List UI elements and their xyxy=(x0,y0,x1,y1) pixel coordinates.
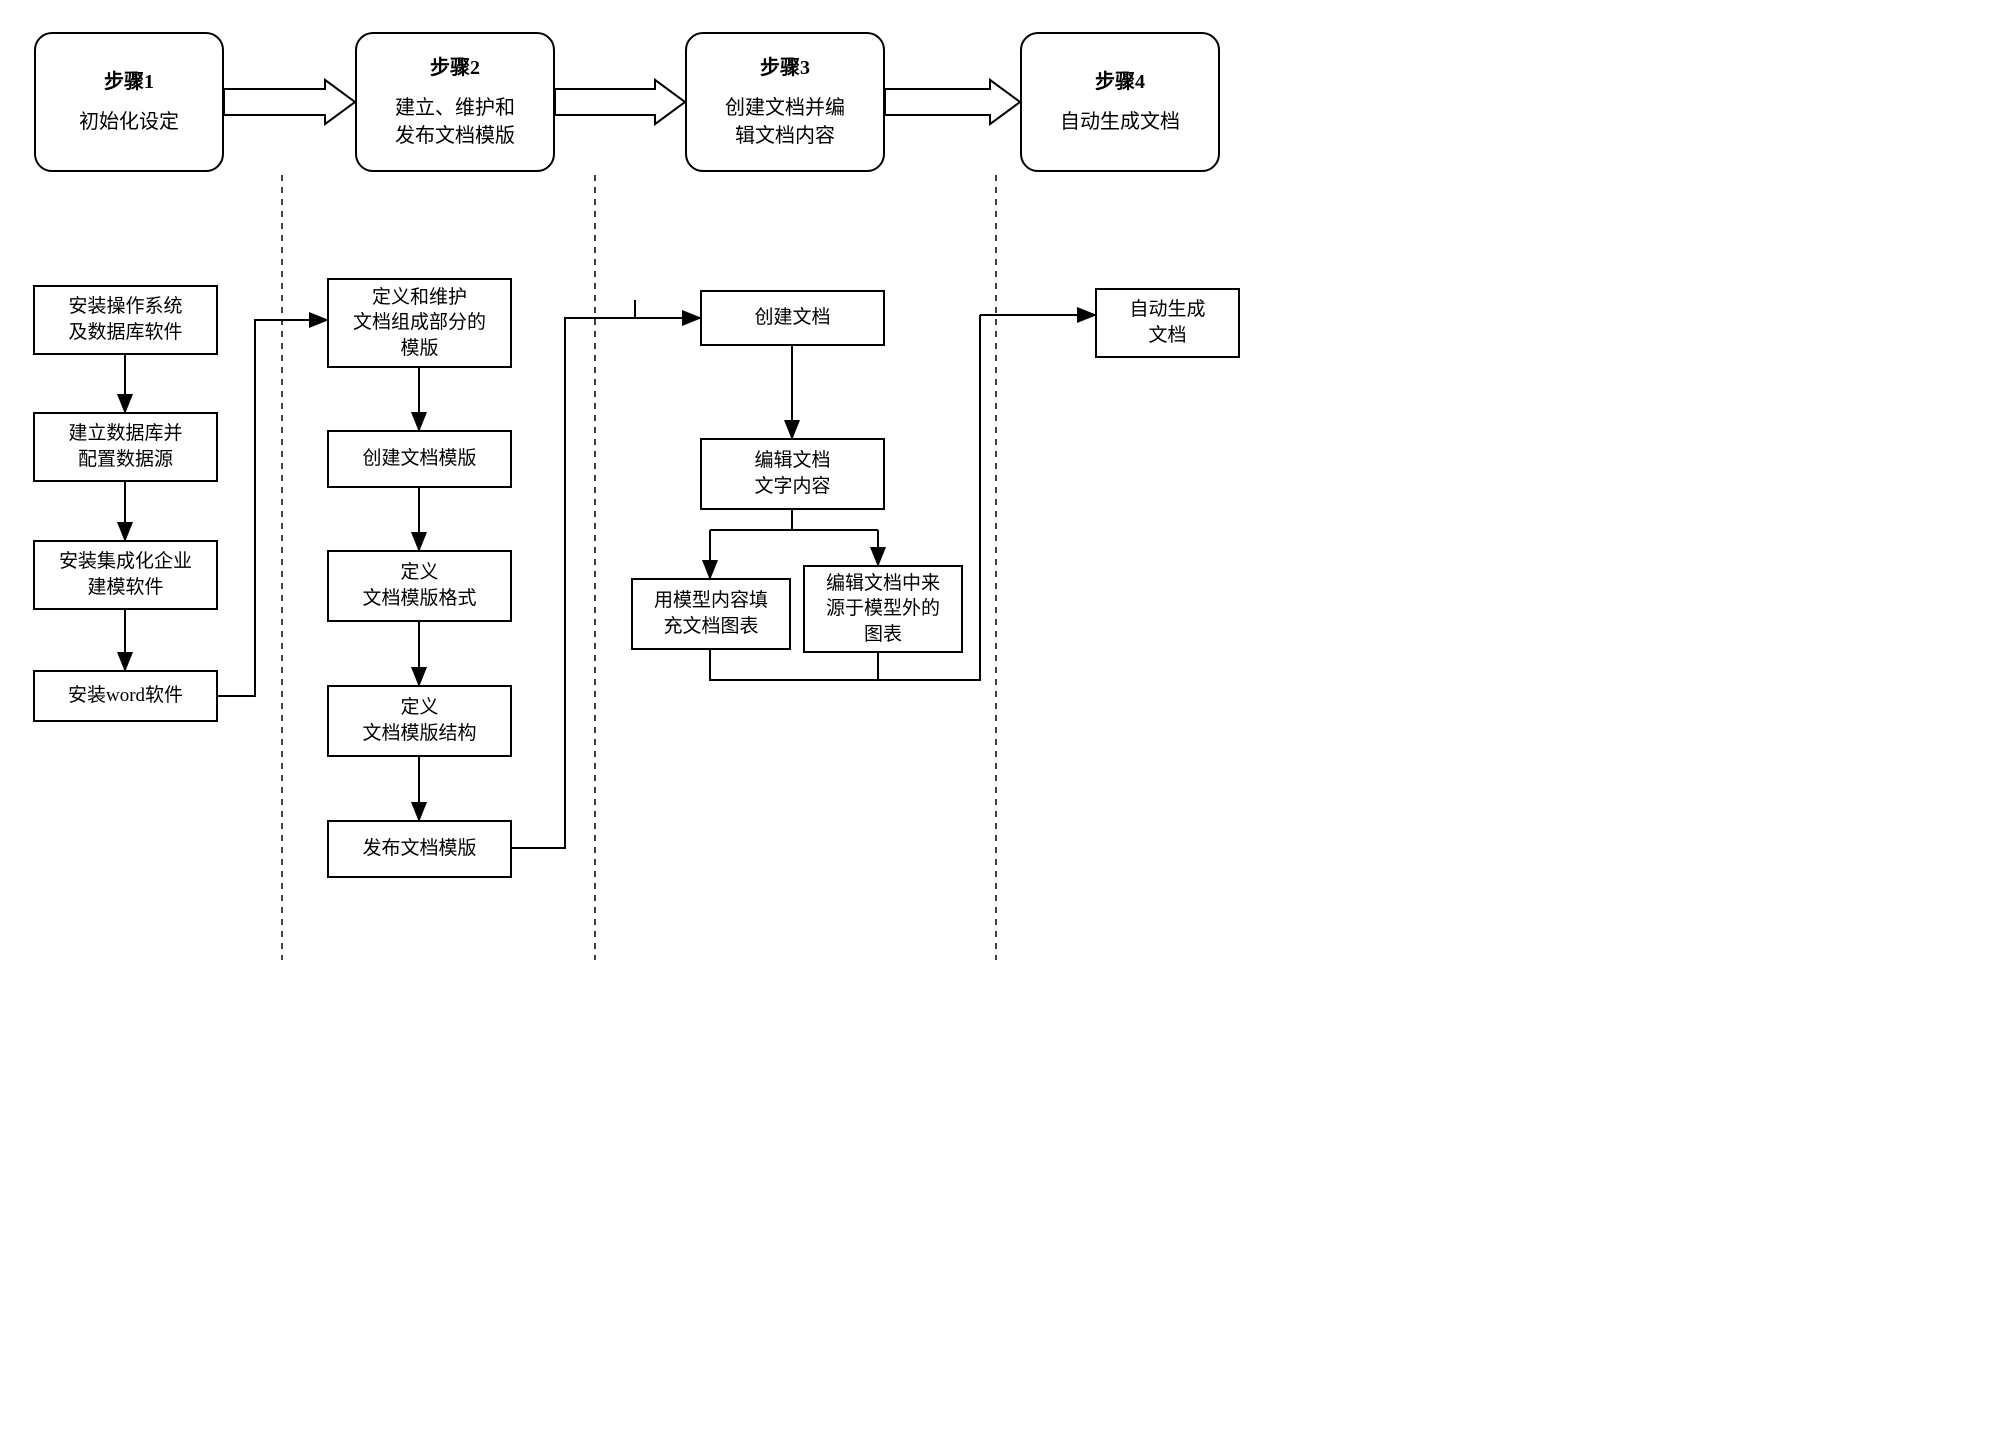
connector-line xyxy=(512,300,635,848)
connector-line xyxy=(218,320,327,696)
sub-box-s2c: 定义 文档模版格式 xyxy=(327,550,512,622)
step-title: 步骤2 xyxy=(430,54,480,82)
sub-box-s3a: 创建文档 xyxy=(700,290,885,346)
step-box-step2: 步骤2 建立、维护和 发布文档模版 xyxy=(355,32,555,172)
step-subtitle: 自动生成文档 xyxy=(1060,108,1180,136)
sub-box-s1d: 安装word软件 xyxy=(33,670,218,722)
sub-box-s2d: 定义 文档模版结构 xyxy=(327,685,512,757)
sub-box-s2a: 定义和维护 文档组成部分的 模版 xyxy=(327,278,512,368)
step-subtitle: 初始化设定 xyxy=(79,108,179,136)
hollow-arrow-icon xyxy=(224,80,355,124)
sub-box-s3c: 用模型内容填 充文档图表 xyxy=(631,578,791,650)
step-title: 步骤1 xyxy=(104,68,154,96)
step-box-step4: 步骤4 自动生成文档 xyxy=(1020,32,1220,172)
sub-box-s2e: 发布文档模版 xyxy=(327,820,512,878)
step-title: 步骤3 xyxy=(760,54,810,82)
sub-box-s4a: 自动生成 文档 xyxy=(1095,288,1240,358)
step-title: 步骤4 xyxy=(1095,68,1145,96)
step-subtitle: 创建文档并编 辑文档内容 xyxy=(725,94,845,150)
sub-box-s1a: 安装操作系统 及数据库软件 xyxy=(33,285,218,355)
sub-box-s3b: 编辑文档 文字内容 xyxy=(700,438,885,510)
sub-box-s1c: 安装集成化企业 建模软件 xyxy=(33,540,218,610)
hollow-arrow-icon xyxy=(555,80,685,124)
hollow-arrow-icon xyxy=(885,80,1020,124)
sub-box-s2b: 创建文档模版 xyxy=(327,430,512,488)
step-subtitle: 建立、维护和 发布文档模版 xyxy=(395,94,515,150)
sub-box-s3d: 编辑文档中来 源于模型外的 图表 xyxy=(803,565,963,653)
sub-box-s1b: 建立数据库并 配置数据源 xyxy=(33,412,218,482)
step-box-step3: 步骤3 创建文档并编 辑文档内容 xyxy=(685,32,885,172)
step-box-step1: 步骤1 初始化设定 xyxy=(34,32,224,172)
